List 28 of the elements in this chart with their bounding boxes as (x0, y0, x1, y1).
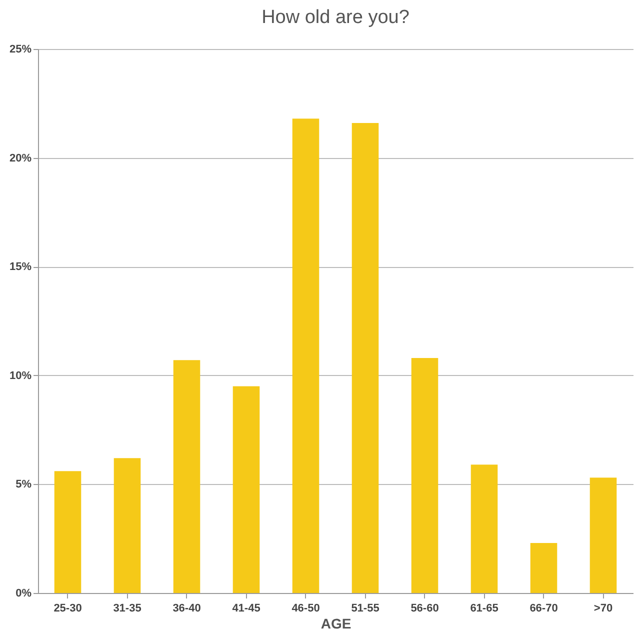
y-tick-label: 20% (9, 152, 32, 164)
y-tick-label: 10% (9, 370, 32, 382)
chart-title: How old are you? (262, 7, 410, 28)
x-tick-label: 46-50 (292, 602, 320, 614)
bar (173, 360, 200, 593)
x-tick-label: 61-65 (470, 602, 498, 614)
x-tick-label: 31-35 (113, 602, 142, 614)
x-tick-label: 41-45 (232, 602, 260, 614)
x-tick-label: >70 (594, 602, 613, 614)
y-tick-label: 0% (16, 588, 32, 600)
bar (232, 386, 260, 593)
bar (54, 471, 82, 593)
bar (292, 118, 320, 593)
x-tick-label: 36-40 (172, 602, 201, 614)
bar (114, 458, 141, 593)
bar (530, 542, 558, 593)
x-axis-title: AGE (320, 616, 352, 632)
x-tick-label: 66-70 (530, 602, 558, 614)
bar (590, 478, 617, 593)
x-tick-label: 56-60 (410, 602, 439, 614)
bar (470, 464, 498, 593)
bar (411, 358, 438, 593)
x-tick-label: 51-55 (351, 602, 380, 614)
y-tick-label: 15% (9, 261, 32, 274)
bar (352, 122, 379, 593)
y-tick-label: 5% (16, 478, 32, 491)
x-tick-label: 25-30 (54, 602, 82, 614)
y-tick-label: 25% (9, 44, 32, 56)
